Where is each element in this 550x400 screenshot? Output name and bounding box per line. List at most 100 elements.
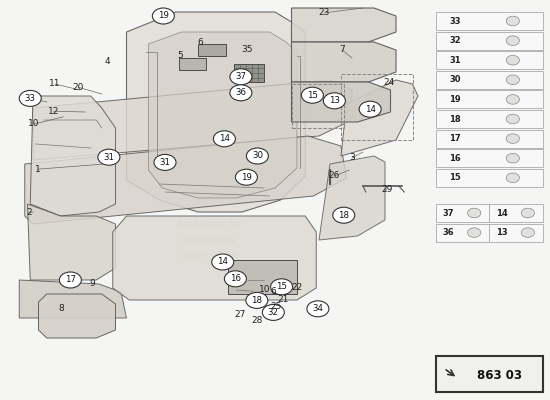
- Circle shape: [359, 101, 381, 117]
- Text: 9: 9: [89, 280, 95, 288]
- Text: 31: 31: [160, 158, 170, 167]
- Text: 28: 28: [251, 316, 262, 325]
- Bar: [436, 149, 543, 167]
- Text: 3: 3: [349, 154, 355, 162]
- Text: 31: 31: [449, 56, 461, 65]
- Circle shape: [506, 75, 519, 85]
- Circle shape: [506, 56, 519, 65]
- Circle shape: [468, 228, 481, 238]
- Polygon shape: [148, 32, 297, 198]
- Text: 21: 21: [278, 295, 289, 304]
- Polygon shape: [33, 80, 352, 160]
- Text: 19: 19: [158, 12, 169, 20]
- Polygon shape: [234, 64, 264, 82]
- Bar: [341, 74, 412, 140]
- Circle shape: [230, 85, 252, 101]
- Text: 30: 30: [449, 75, 461, 84]
- Text: since 1985: since 1985: [180, 251, 238, 261]
- Text: 31: 31: [103, 153, 114, 162]
- Text: 6: 6: [271, 288, 276, 296]
- Circle shape: [301, 87, 323, 103]
- Polygon shape: [28, 204, 115, 280]
- Text: 4: 4: [104, 58, 110, 66]
- Text: 29: 29: [381, 185, 392, 194]
- Text: 15: 15: [449, 173, 461, 182]
- Text: 11: 11: [50, 80, 60, 88]
- Text: 18: 18: [449, 114, 461, 124]
- Circle shape: [235, 169, 257, 185]
- Text: 24: 24: [384, 78, 395, 87]
- Bar: [436, 356, 543, 392]
- Text: 16: 16: [230, 274, 241, 283]
- Text: 30: 30: [252, 152, 263, 160]
- Circle shape: [506, 134, 519, 144]
- Text: 10: 10: [260, 286, 271, 294]
- Polygon shape: [30, 96, 116, 216]
- Circle shape: [19, 90, 41, 106]
- Text: 33: 33: [449, 16, 461, 26]
- Polygon shape: [126, 12, 305, 212]
- Polygon shape: [341, 80, 418, 156]
- Circle shape: [224, 271, 246, 287]
- Circle shape: [212, 254, 234, 270]
- Bar: [436, 169, 543, 187]
- Text: 17: 17: [65, 276, 76, 284]
- Circle shape: [152, 8, 174, 24]
- Circle shape: [262, 304, 284, 320]
- Text: 16: 16: [449, 154, 461, 163]
- Text: 14: 14: [496, 208, 508, 218]
- Polygon shape: [319, 156, 385, 240]
- Circle shape: [506, 16, 519, 26]
- Text: 6: 6: [198, 38, 204, 47]
- Polygon shape: [25, 136, 346, 224]
- Text: 27: 27: [235, 310, 246, 319]
- Text: 15: 15: [276, 282, 287, 291]
- Circle shape: [521, 208, 535, 218]
- Polygon shape: [179, 58, 206, 70]
- Text: 863 03: 863 03: [477, 369, 522, 382]
- Text: 13: 13: [496, 228, 508, 237]
- Polygon shape: [198, 44, 226, 56]
- Text: 19: 19: [449, 95, 461, 104]
- Bar: [436, 32, 543, 50]
- Text: exclusivity: exclusivity: [182, 235, 236, 245]
- Text: 8: 8: [59, 304, 64, 313]
- Text: 12: 12: [48, 107, 59, 116]
- Circle shape: [506, 94, 519, 104]
- Bar: [436, 51, 543, 69]
- Circle shape: [521, 228, 535, 238]
- Text: 26: 26: [329, 172, 340, 180]
- Text: 2: 2: [26, 208, 32, 217]
- Text: 10: 10: [29, 120, 40, 128]
- Bar: [490, 224, 543, 242]
- Polygon shape: [292, 42, 396, 82]
- Circle shape: [59, 272, 81, 288]
- Polygon shape: [228, 260, 297, 294]
- Circle shape: [506, 153, 519, 163]
- Circle shape: [468, 208, 481, 218]
- Text: 5: 5: [178, 52, 183, 60]
- Bar: [436, 130, 543, 148]
- Polygon shape: [292, 82, 390, 122]
- Text: 32: 32: [268, 308, 279, 317]
- Bar: [436, 224, 490, 242]
- Circle shape: [333, 207, 355, 223]
- Text: 34: 34: [312, 304, 323, 313]
- Text: evilods: evilods: [32, 154, 210, 198]
- Text: 17: 17: [449, 134, 461, 143]
- Bar: [436, 71, 543, 89]
- Bar: [436, 90, 543, 108]
- Bar: [436, 12, 543, 30]
- Bar: [292, 84, 344, 128]
- Circle shape: [307, 301, 329, 317]
- Circle shape: [323, 93, 345, 109]
- Text: 20: 20: [73, 83, 84, 92]
- Circle shape: [506, 173, 519, 182]
- Circle shape: [230, 69, 252, 85]
- Text: a passion for: a passion for: [175, 219, 243, 229]
- Text: 23: 23: [319, 8, 330, 17]
- Bar: [436, 204, 490, 222]
- Circle shape: [213, 131, 235, 147]
- Text: 19: 19: [241, 173, 252, 182]
- Polygon shape: [19, 280, 126, 318]
